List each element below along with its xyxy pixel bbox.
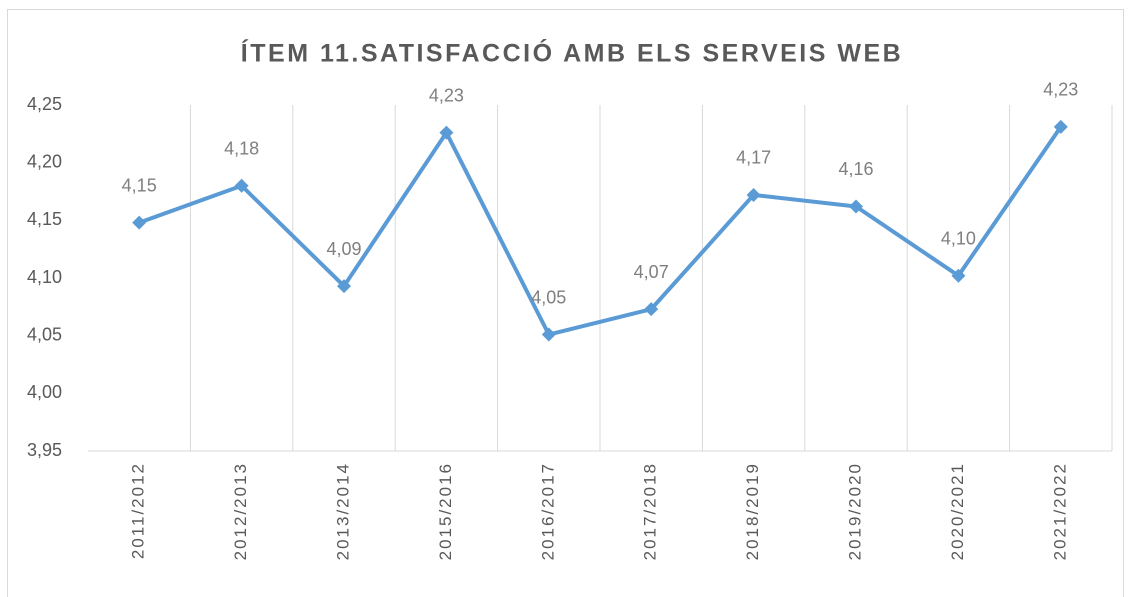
x-tick-label: 2015/2016 <box>436 462 455 560</box>
x-tick-label: 2020/2021 <box>948 462 967 560</box>
y-tick-label: 4,05 <box>27 324 62 344</box>
marker <box>439 125 454 140</box>
x-tick-label: 2011/2012 <box>129 462 148 559</box>
y-tick-label: 4,10 <box>27 267 62 287</box>
data-label: 4,09 <box>326 239 361 259</box>
data-label: 4,23 <box>1043 80 1078 100</box>
marker <box>234 178 249 193</box>
x-tick-label: 2017/2018 <box>641 462 660 560</box>
marker <box>541 327 556 342</box>
marker <box>1053 119 1068 134</box>
y-tick-label: 4,00 <box>27 382 62 402</box>
y-tick-label: 3,95 <box>27 440 62 460</box>
x-tick-label: 2018/2019 <box>743 462 762 560</box>
data-label: 4,05 <box>531 287 566 307</box>
marker <box>337 279 351 294</box>
marker <box>644 302 659 317</box>
y-tick-label: 4,15 <box>27 209 62 229</box>
y-tick-label: 4,25 <box>27 94 62 114</box>
x-tick-label: 2019/2020 <box>845 462 864 560</box>
marker <box>849 199 863 214</box>
x-tick-label: 2013/2014 <box>333 462 352 560</box>
y-tick-label: 4,20 <box>27 151 62 171</box>
x-tick-label: 2021/2022 <box>1050 462 1069 560</box>
marker <box>951 268 966 283</box>
data-label: 4,17 <box>736 148 771 168</box>
marker <box>132 215 147 230</box>
data-label: 4,16 <box>838 159 873 179</box>
chart-title: ÍTEM 11.SATISFACCIÓ AMB ELS SERVEIS WEB <box>241 38 903 68</box>
x-tick-label: 2012/2013 <box>231 462 250 560</box>
data-label: 4,18 <box>224 138 259 158</box>
data-label: 4,15 <box>122 175 157 195</box>
x-tick-label: 2016/2017 <box>538 462 557 560</box>
data-label: 4,10 <box>941 228 976 248</box>
data-label: 4,23 <box>429 85 464 105</box>
data-label: 4,07 <box>634 262 669 282</box>
marker <box>746 187 761 202</box>
line <box>138 125 1063 337</box>
chart-border <box>7 9 1124 597</box>
